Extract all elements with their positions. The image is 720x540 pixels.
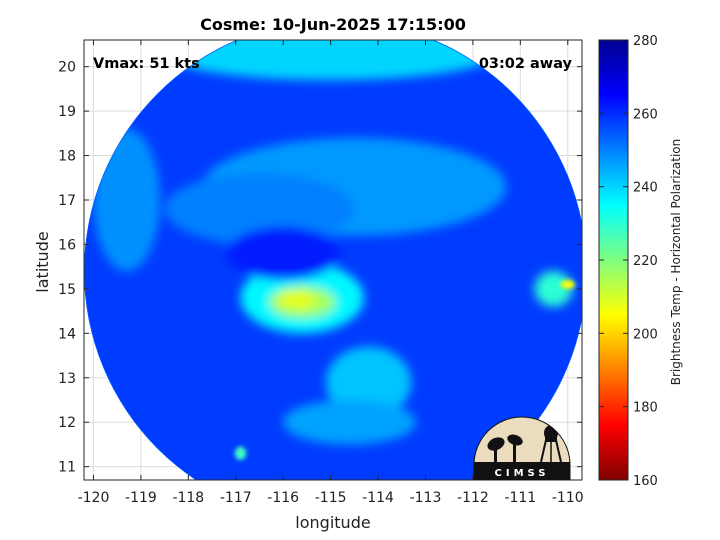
spiral-band-tail: [283, 400, 416, 445]
cloud-band-north-2: [164, 173, 355, 245]
colorbar-tick-label: 200: [633, 327, 658, 342]
logo-text: CIMSS: [495, 468, 550, 479]
x-tick-label: -119: [125, 490, 157, 506]
x-tick-label: -111: [504, 490, 536, 506]
y-tick-label: 12: [58, 415, 76, 431]
x-tick-label: -114: [362, 490, 394, 506]
colorbar-tick-label: 220: [633, 254, 658, 269]
colorbar: 280 260 240 220 200 180 160 Brightness Temp - …: [598, 34, 683, 489]
x-ticks: -120 -119 -118 -117 -116 -115 -114 -113 -112 -111…: [78, 40, 584, 506]
vmax-label: Vmax: 51 kts: [93, 56, 200, 72]
y-tick-label: 17: [58, 193, 76, 209]
x-tick-label: -112: [457, 490, 489, 506]
y-tick-label: 14: [58, 326, 76, 342]
y-tick-label: 15: [58, 282, 76, 298]
x-tick-label: -116: [267, 490, 299, 506]
swath-edge-north: [164, 40, 497, 80]
x-tick-label: -120: [78, 490, 110, 506]
convection-east: [534, 271, 573, 307]
colorbar-ticks: 280 260 240 220 200 180 160: [599, 34, 658, 489]
y-axis-label: latitude: [33, 231, 52, 292]
colorbar-label: Brightness Temp - Horizontal Polarizatio…: [669, 139, 683, 386]
chart-title: Cosme: 10-Jun-2025 17:15:00: [200, 15, 466, 34]
y-tick-label: 16: [58, 237, 76, 253]
plot-area: -120 -119 -118 -117 -116 -115 -114 -113 -112 -111…: [58, 39, 584, 506]
sw-hotspot: [234, 446, 247, 461]
core-peak: [278, 291, 317, 309]
microwave-swath: [84, 40, 582, 480]
colorbar-tick-label: 180: [633, 401, 658, 416]
logo-dish-icon: [487, 434, 523, 462]
colorbar-tick-label: 240: [633, 181, 658, 196]
spiral-band-south: [325, 346, 412, 418]
y-tick-label: 20: [58, 60, 76, 76]
y-ticks: 11 12 13 14 15 16 17 18 19 20: [58, 60, 582, 476]
x-tick-label: -117: [220, 490, 252, 506]
x-tick-label: -110: [552, 490, 584, 506]
x-axis-label: longitude: [295, 513, 370, 532]
plot-frame: [83, 39, 583, 481]
east-hotspot: [560, 280, 575, 289]
colorbar-tick-label: 260: [633, 107, 658, 122]
time-away-label: 03:02 away: [479, 56, 573, 72]
eye-clear: [226, 226, 341, 280]
x-tick-label: -118: [172, 490, 204, 506]
colorbar-tick-label: 160: [633, 474, 658, 489]
y-tick-label: 18: [58, 149, 76, 165]
x-tick-label: -113: [410, 490, 442, 506]
cimss-logo: CIMSS: [473, 416, 571, 480]
y-tick-label: 13: [58, 371, 76, 387]
colorbar-tick-label: 280: [633, 34, 658, 49]
logo-ground: [474, 462, 570, 480]
y-tick-label: 11: [58, 460, 76, 476]
y-tick-label: 19: [58, 104, 76, 120]
west-edge-cloud: [93, 128, 160, 272]
x-tick-label: -115: [315, 490, 347, 506]
